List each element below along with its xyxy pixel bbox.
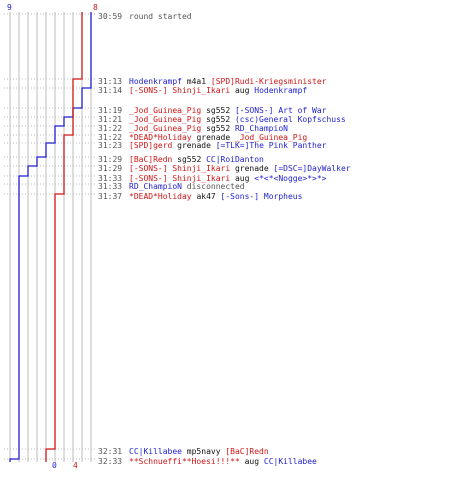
log-entry-text: [-SONS-] Shinji_Ikari [129,164,231,173]
log-entry-text: disconnected [181,182,245,191]
log-timestamp: 31:21 [98,115,123,124]
log-entry-text: m4a1 [181,77,211,86]
blue-end-count: 0 [52,461,57,470]
log-entry-text: [-SONS-] Shinji_Ikari [129,86,231,95]
log-timestamp: 30:59 [98,12,123,21]
log-entry: 31:29 [-SONS-] Shinji_Ikari grenade [=DSC… [98,164,351,173]
log-timestamp: 31:29 [98,155,123,164]
log-entry: 31:19 _Jod_Guinea_Pig sg552 [-SONS-] Art … [98,106,326,115]
red-team-series [45,12,83,462]
log-entry: 31:23 [SPD]gerd grenade [=TLK=]The Pink P… [98,141,327,150]
log-entry-text: _Jod_Guinea_Pig [129,106,202,115]
blue-team-series [9,12,92,462]
log-entry: 31:21 _Jod_Guinea_Pig sg552 (csc)General … [98,115,346,124]
log-timestamp: 31:22 [98,133,123,142]
log-entry-text: _Jod_Guinea_Pig [129,124,202,133]
log-timestamp: 31:14 [98,86,123,95]
log-timestamp: 31:29 [98,164,123,173]
log-entry-text: CC|Killabee [129,447,182,456]
log-entry-text: [SPD]Rudi-Kriegsminister [210,77,327,86]
log-entry-text: RD_ChampioN [234,124,288,133]
log-timestamp: 31:13 [98,77,123,86]
blue-start-count: 9 [7,3,12,12]
log-entry-text: Hodenkrampf [254,86,308,95]
log-entry-text: *DEAD*Holiday [129,133,192,142]
log-entry-text: Hodenkrampf [129,77,182,86]
team-timeline-chart [4,12,96,462]
log-entry-text: (csc)General Kopfschuss [234,115,346,124]
log-entry: 31:33 [-SONS-] Shinji_Ikari aug <*<*<Nogg… [98,174,327,183]
log-entry: 32:33 **Schnueffi**Hoesi!!!** aug CC|Kill… [98,457,317,466]
event-log: 30:59 round started 31:13 Hodenkrampf m4a1 … [98,0,448,500]
log-entry-text: _Jod_Guinea_Pig [129,115,202,124]
log-entry-text: [-Sons-] Morpheus [220,192,303,201]
log-entry-text: [-SONS-] Art of War [234,106,327,115]
log-entry: 31:14 [-SONS-] Shinji_Ikari aug Hodenkram… [98,86,307,95]
log-timestamp: 32:31 [98,447,123,456]
log-entry-text: [BaC]Redn [225,447,269,456]
log-entry-text: **Schnueffi**Hoesi!!!** [129,457,240,466]
log-entry-text: grenade [230,164,274,173]
log-entry-text: sg552 [201,124,235,133]
log-timestamp: 31:37 [98,192,123,201]
log-entry-text: *DEAD*Holiday [129,192,192,201]
log-entry: 31:33 RD_ChampioN disconnected [98,182,245,191]
log-entry-text: grenade [172,141,216,150]
log-entry-text: [SPD]gerd [129,141,173,150]
log-entry-text: RD_ChampioN [129,182,182,191]
log-entry: 31:13 Hodenkrampf m4a1 [SPD]Rudi-Kriegsmi… [98,77,326,86]
log-entry: 31:22 _Jod_Guinea_Pig sg552 RD_ChampioN [98,124,288,133]
log-entry-text: sg552 [172,155,207,164]
log-entry-text: sg552 [201,115,235,124]
log-entry-text: [=TLK=]The Pink Panther [215,141,327,150]
log-timestamp: 31:23 [98,141,123,150]
log-timestamp: 32:33 [98,457,123,466]
log-entry: 32:31 CC|Killabee mp5navy [BaC]Redn [98,447,269,456]
log-timestamp: 31:33 [98,182,123,191]
log-entry-text: <*<*<Nogge>*>*> [254,174,327,183]
log-entry-text: mp5navy [181,447,226,456]
log-entry-text: CC|Killabee [263,457,317,466]
log-entry-text: [=DSC=]DayWalker [273,164,351,173]
log-entry-text: CC|RoiDanton [206,155,264,164]
log-entry-text: round started [129,12,192,21]
log-entry: 31:37 *DEAD*Holiday ak47 [-Sons-] Morpheu… [98,192,302,201]
log-entry-text: aug [239,457,264,466]
log-entry-text: grenade [191,133,235,142]
log-entry: 31:22 *DEAD*Holiday grenade _Jod_Guinea_P… [98,133,307,142]
log-entry-text: sg552 [201,106,235,115]
red-start-count: 8 [93,3,98,12]
log-entry: 30:59 round started [98,12,192,21]
log-entry-text: _Jod_Guinea_Pig [234,133,308,142]
log-entry-text: [BaC]Redn [129,155,173,164]
log-entry-text: aug [230,174,255,183]
log-entry-text: aug [230,86,255,95]
log-entry-text: [-SONS-] Shinji_Ikari [129,174,231,183]
log-timestamp: 31:22 [98,124,123,133]
red-end-count: 4 [73,461,78,470]
log-timestamp: 31:33 [98,174,123,183]
log-entry: 31:29 [BaC]Redn sg552 CC|RoiDanton [98,155,264,164]
log-timestamp: 31:19 [98,106,123,115]
log-entry-text: ak47 [191,192,221,201]
